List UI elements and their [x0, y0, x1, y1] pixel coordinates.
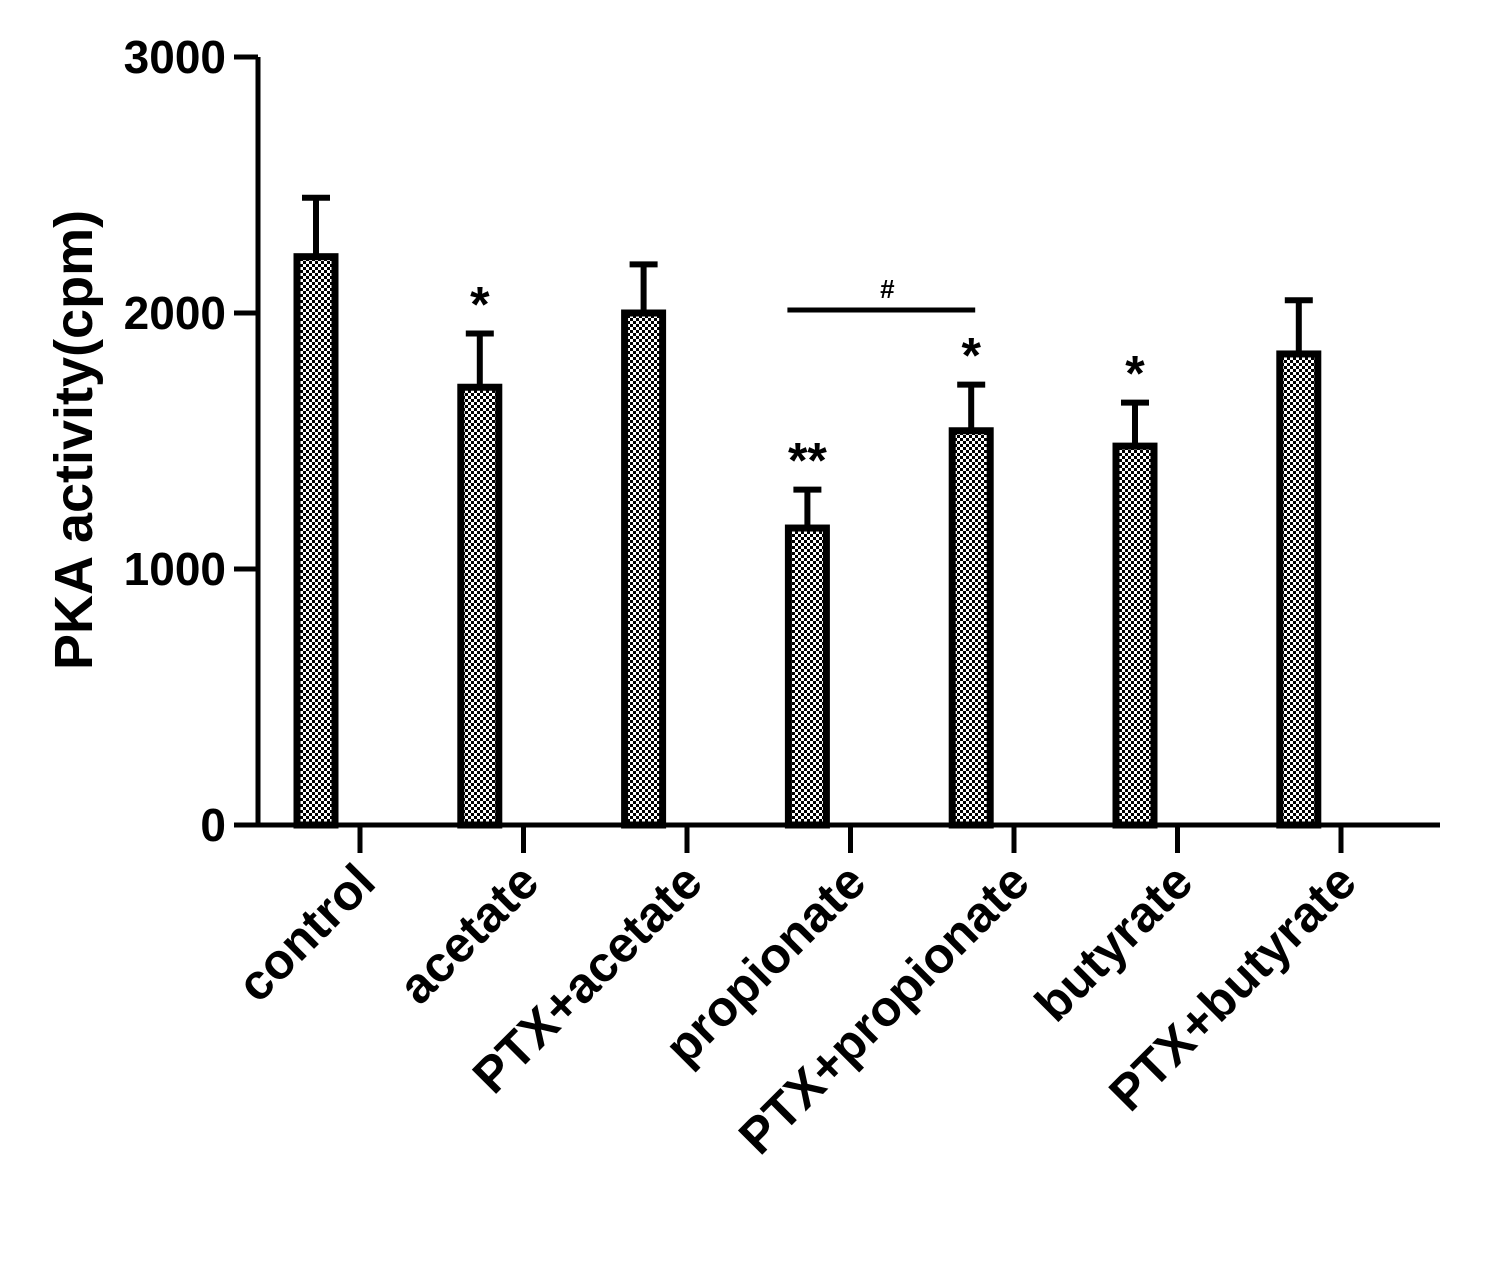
y-tick-label: 1000	[124, 543, 226, 595]
significance-mark: **	[788, 433, 827, 489]
bar	[293, 253, 339, 829]
significance-mark: *	[470, 276, 490, 332]
bar	[948, 427, 994, 829]
significance-mark: *	[1125, 346, 1145, 402]
x-tick-label: acetate	[388, 853, 549, 1014]
bar	[1112, 442, 1158, 829]
y-tick-label: 3000	[124, 31, 226, 83]
y-tick-label: 0	[200, 799, 226, 851]
bar	[784, 524, 830, 829]
y-tick-label: 2000	[124, 287, 226, 339]
bar	[1276, 350, 1322, 829]
x-tick-label: control	[226, 853, 385, 1012]
bar	[457, 383, 503, 829]
significance-mark: *	[961, 328, 981, 384]
y-axis-label: PKA activity(cpm)	[44, 210, 104, 670]
bar	[621, 309, 667, 829]
comparison-label: #	[880, 274, 895, 304]
x-tick-label: PTX+propionate	[728, 853, 1040, 1165]
